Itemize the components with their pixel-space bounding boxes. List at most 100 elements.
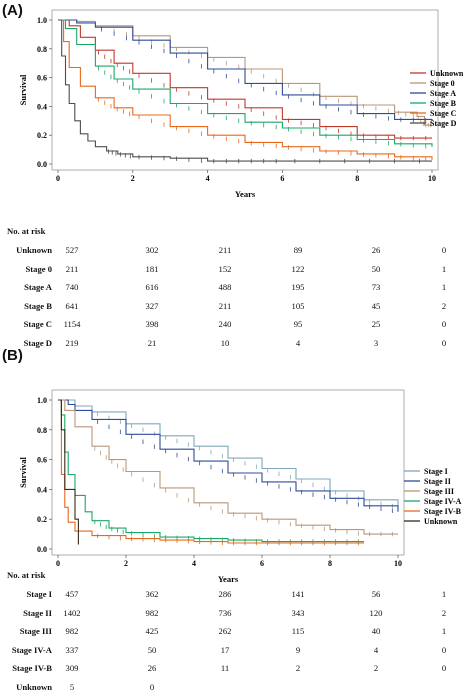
x-tick-label: 10 bbox=[394, 559, 402, 568]
series-line-stage-iv-a bbox=[58, 399, 364, 543]
risk-cell: 982 bbox=[65, 626, 79, 636]
risk-cell: 152 bbox=[218, 263, 232, 274]
risk-cell: 1154 bbox=[63, 319, 81, 329]
censor-marks-stage-iv-b bbox=[97, 533, 359, 546]
series-line-stage-c bbox=[58, 19, 433, 160]
risk-cell: 25 bbox=[371, 319, 381, 329]
series-line-stage-b bbox=[58, 19, 433, 147]
risk-cell: 120 bbox=[369, 607, 383, 618]
risk-row-stage-ii: Stage II 1402 982 736 343 120 2 bbox=[0, 608, 473, 620]
legend-label-stage-i: Stage I bbox=[424, 467, 448, 476]
risk-row-label: Stage C bbox=[23, 319, 52, 329]
censor-marks-stage-iv-a bbox=[94, 519, 359, 544]
risk-row-label: Stage A bbox=[24, 282, 52, 292]
x-axis-label: Years bbox=[235, 189, 256, 199]
censor-marks-unknown bbox=[98, 50, 427, 141]
risk-cell: 4 bbox=[373, 644, 379, 655]
chart-b: 0 2 4 6 8 10 0.0 0.2 0.4 0.6 0.8 1.0 Years Survival St… bbox=[18, 389, 462, 584]
risk-cell: 1 bbox=[441, 589, 447, 599]
risk-row-label: Unknown bbox=[16, 681, 52, 692]
x-tick-label: 8 bbox=[328, 559, 332, 568]
risk-cell: 17 bbox=[220, 644, 230, 655]
panel-b-label: (B) bbox=[2, 347, 23, 364]
risk-row-label: Stage III bbox=[19, 626, 52, 636]
risk-row-unknown: Unknown 5 0 bbox=[0, 682, 473, 694]
plot-frame bbox=[51, 389, 405, 556]
risk-row-label: Unknown bbox=[16, 245, 52, 255]
y-tick-label: 0.2 bbox=[37, 131, 47, 140]
risk-cell: 5 bbox=[69, 681, 75, 692]
risk-cell: 89 bbox=[293, 245, 303, 255]
risk-cell: 3 bbox=[373, 337, 379, 348]
risk-row-stage-iv-b: Stage IV-B 309 26 11 2 2 0 bbox=[0, 663, 473, 675]
risk-cell: 50 bbox=[371, 263, 381, 274]
legend-label-stage-b: Stage B bbox=[430, 99, 457, 108]
chart-a: 0 2 4 6 8 10 0.0 0.2 0.4 0.6 0.8 1.0 Years Survival Un… bbox=[18, 9, 464, 199]
x-tick-label: 8 bbox=[355, 174, 359, 183]
y-tick-label: 0.6 bbox=[37, 74, 47, 83]
risk-cell: 327 bbox=[145, 300, 159, 311]
risk-cell: 2 bbox=[441, 607, 447, 618]
series-line-stage-iv-b bbox=[58, 399, 364, 544]
risk-cell: 740 bbox=[65, 282, 79, 292]
risk-table-title: No. at risk bbox=[7, 570, 46, 580]
legend-label-stage-iv-b: Stage IV-B bbox=[424, 507, 462, 516]
risk-cell: 95 bbox=[293, 319, 303, 329]
risk-cell: 641 bbox=[65, 300, 79, 311]
risk-row-label: Stage 0 bbox=[25, 263, 53, 274]
x-axis-label: Years bbox=[218, 574, 239, 584]
y-tick-label: 0.0 bbox=[37, 545, 47, 554]
legend-label-stage-iv-a: Stage IV-A bbox=[424, 497, 462, 506]
series-line-stage-a bbox=[58, 19, 433, 121]
censor-marks-stage-a bbox=[101, 27, 427, 123]
y-tick-label: 0.6 bbox=[37, 456, 47, 465]
risk-cell: 0 bbox=[149, 681, 155, 692]
risk-cell: 211 bbox=[218, 245, 232, 255]
risk-cell: 0 bbox=[441, 337, 447, 348]
y-axis-label: Survival bbox=[18, 457, 28, 488]
risk-cell: 736 bbox=[218, 607, 232, 618]
legend-label-unknown: Unknown bbox=[424, 517, 458, 526]
plot-frame bbox=[51, 9, 439, 171]
legend-label-stage-0: Stage 0 bbox=[430, 79, 455, 88]
risk-cell: 1 bbox=[441, 282, 447, 292]
risk-row-stage-iii: Stage III 982 425 262 115 40 1 bbox=[0, 626, 473, 638]
legend-label-stage-c: Stage C bbox=[430, 109, 457, 118]
risk-row-unknown: Unknown 527 302 211 89 26 0 bbox=[0, 245, 473, 257]
x-tick-label: 4 bbox=[206, 174, 210, 183]
risk-cell: 262 bbox=[218, 626, 232, 636]
risk-cell: 982 bbox=[145, 607, 159, 618]
legend-label-stage-d: Stage D bbox=[430, 119, 457, 128]
x-tick-label: 2 bbox=[124, 559, 128, 568]
risk-cell: 2 bbox=[441, 300, 447, 311]
risk-cell: 219 bbox=[65, 337, 79, 348]
risk-cell: 26 bbox=[147, 663, 157, 673]
risk-row-label: Stage IV-B bbox=[12, 663, 52, 673]
risk-cell: 105 bbox=[291, 300, 305, 311]
risk-cell: 10 bbox=[220, 337, 230, 348]
risk-cell: 286 bbox=[218, 589, 232, 599]
risk-cell: 211 bbox=[65, 263, 79, 274]
risk-cell: 0 bbox=[441, 663, 447, 673]
risk-cell: 527 bbox=[65, 245, 79, 255]
risk-cell: 26 bbox=[371, 245, 381, 255]
risk-cell: 0 bbox=[441, 644, 447, 655]
series-line-stage-iii bbox=[58, 399, 398, 535]
series-line-stage-d bbox=[58, 19, 432, 162]
risk-row-stage-b: Stage B 641 327 211 105 45 2 bbox=[0, 301, 473, 313]
x-tick-label: 10 bbox=[428, 174, 436, 183]
risk-cell: 0 bbox=[441, 319, 447, 329]
risk-cell: 115 bbox=[291, 626, 305, 636]
risk-row-stage-i: Stage I 457 362 286 141 56 1 bbox=[0, 589, 473, 601]
x-tick-label: 4 bbox=[192, 559, 196, 568]
risk-row-label: Stage I bbox=[26, 589, 52, 599]
risk-cell: 73 bbox=[371, 282, 381, 292]
y-tick-label: 0.8 bbox=[37, 426, 47, 435]
risk-row-stage-0: Stage 0 211 181 152 122 50 1 bbox=[0, 264, 473, 276]
risk-cell: 9 bbox=[295, 644, 301, 655]
legend-label-stage-iii: Stage III bbox=[424, 487, 454, 496]
risk-row-label: Stage IV-A bbox=[11, 644, 52, 655]
risk-cell: 0 bbox=[441, 245, 447, 255]
risk-cell: 343 bbox=[291, 607, 305, 618]
